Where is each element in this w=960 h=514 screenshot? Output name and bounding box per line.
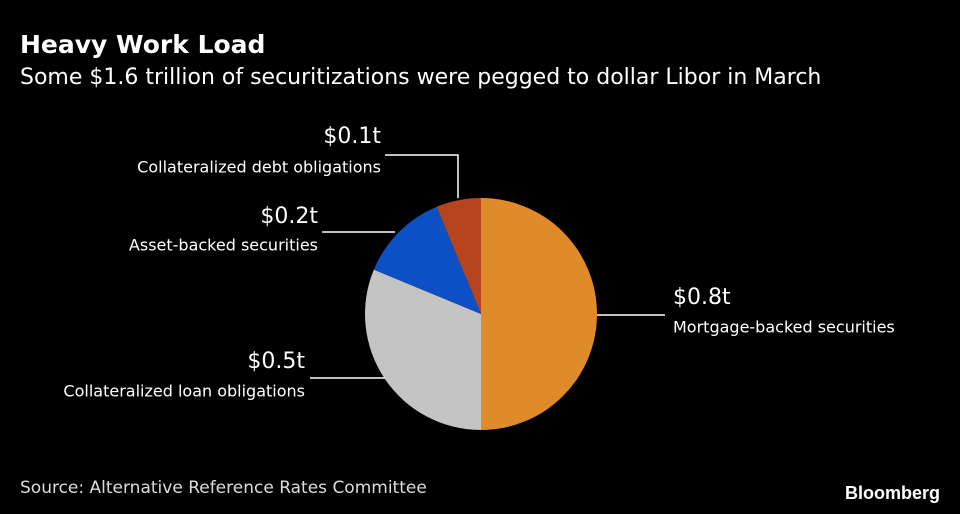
value-label: $0.1t	[323, 124, 381, 149]
pie-slice	[373, 206, 481, 314]
category-label: Collateralized debt obligations	[137, 158, 381, 177]
category-label: Mortgage-backed securities	[673, 318, 895, 337]
leader-line	[385, 154, 459, 198]
pie-slice	[481, 198, 597, 430]
value-label: $0.8t	[673, 285, 731, 310]
pie-slice	[436, 198, 481, 314]
source: Source: Alternative Reference Rates Comm…	[20, 478, 427, 498]
chart-subtitle: Some $1.6 trillion of securitizations we…	[20, 65, 821, 90]
category-label: Asset-backed securities	[129, 236, 318, 255]
value-label: $0.5t	[247, 349, 305, 374]
category-label: Collateralized loan obligations	[63, 382, 305, 401]
value-label: $0.2t	[260, 204, 318, 229]
pie-slice	[364, 269, 481, 430]
logo: Bloomberg	[845, 483, 940, 503]
chart-title: Heavy Work Load	[20, 30, 265, 59]
